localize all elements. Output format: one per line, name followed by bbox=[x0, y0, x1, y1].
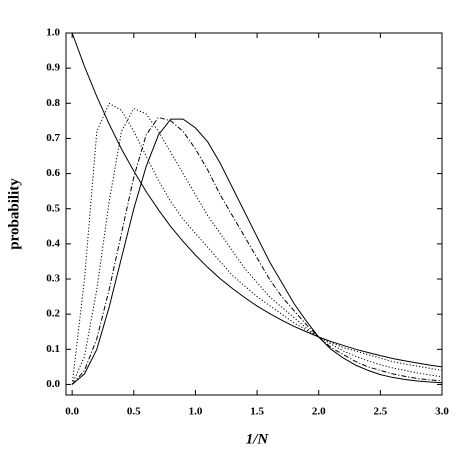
y-tick-label: 0.3 bbox=[46, 273, 60, 285]
data-line bbox=[71, 118, 443, 385]
x-tick-label: 2.0 bbox=[312, 406, 326, 418]
y-tick-label: 0.1 bbox=[46, 343, 60, 355]
y-tick-label: 0.5 bbox=[46, 202, 60, 214]
data-line bbox=[71, 116, 443, 385]
x-tick-label: 0.5 bbox=[127, 406, 141, 418]
y-tick-label: 0.6 bbox=[46, 167, 60, 179]
data-line bbox=[71, 102, 443, 385]
data-line bbox=[71, 32, 443, 368]
data-line bbox=[71, 107, 443, 385]
y-tick-label: 0.8 bbox=[46, 97, 60, 109]
y-tick-label: 0.0 bbox=[46, 378, 60, 390]
x-tick-label: 2.5 bbox=[373, 406, 387, 418]
y-tick-label: 0.2 bbox=[46, 308, 60, 320]
x-tick-label: 3.0 bbox=[435, 406, 449, 418]
plot-frame bbox=[65, 32, 443, 396]
y-tick-label: 1.0 bbox=[46, 27, 60, 39]
x-tick-label: 1.5 bbox=[250, 406, 264, 418]
x-axis-title: 1/N bbox=[246, 431, 270, 447]
y-tick-label: 0.9 bbox=[46, 62, 60, 74]
x-tick-label: 0.0 bbox=[65, 406, 79, 418]
y-tick-label: 0.4 bbox=[46, 237, 60, 249]
y-tick-label: 0.7 bbox=[46, 132, 60, 144]
x-tick-label: 1.0 bbox=[189, 406, 203, 418]
y-axis-title: probability bbox=[6, 178, 22, 250]
